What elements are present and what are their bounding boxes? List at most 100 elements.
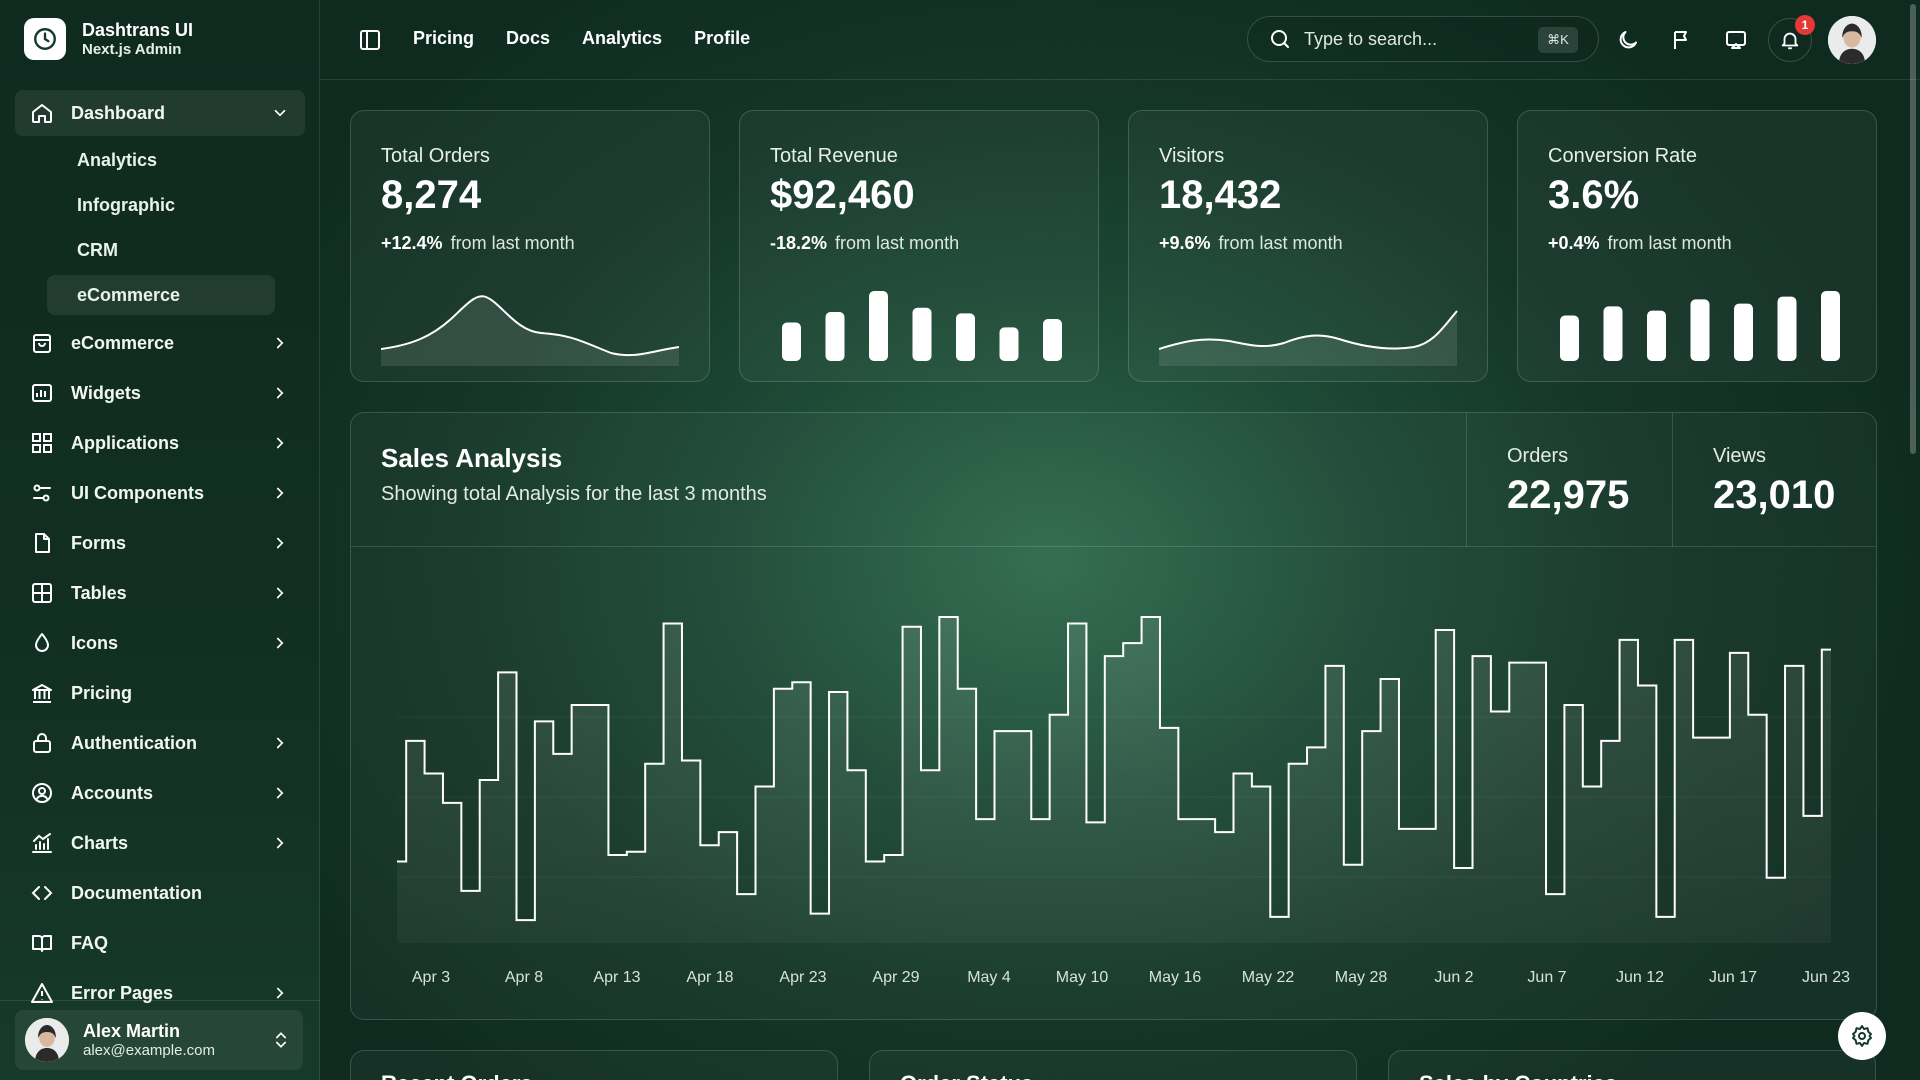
brand-subtitle: Next.js Admin <box>82 41 182 58</box>
sidebar-subitem-crm[interactable]: CRM <box>77 239 118 260</box>
x-tick-label: Apr 13 <box>593 969 640 986</box>
top-link-analytics[interactable]: Analytics <box>582 28 663 48</box>
sidebar-subitem-analytics[interactable]: Analytics <box>77 149 158 170</box>
code-icon <box>29 880 55 906</box>
sidebar-toggle-icon[interactable] <box>358 28 382 52</box>
search-shortcut: ⌘K <box>1538 27 1578 53</box>
user-circle-icon <box>29 780 55 806</box>
sidebar-item-label: Authentication <box>71 732 197 753</box>
x-tick-label: Jun 23 <box>1802 969 1850 986</box>
chart-icon <box>29 830 55 856</box>
stat-delta: +9.6% from last month <box>1159 233 1343 254</box>
bar <box>1043 319 1062 361</box>
sidebar-item-label: Charts <box>71 832 129 853</box>
stat-area-chart <box>1159 310 1458 366</box>
scrollbar-thumb[interactable] <box>1910 4 1916 454</box>
brand[interactable]: Dashtrans UI Next.js Admin <box>24 18 193 60</box>
stat-value: 3.6% <box>1548 173 1640 217</box>
sidebar-item-label: Pricing <box>71 682 133 703</box>
stat-card-conversion-rate: Conversion Rate 3.6% +0.4% from last mont… <box>1517 110 1877 382</box>
bar <box>1821 291 1840 361</box>
sidebar-item-ui-components[interactable]: UI Components <box>15 470 305 516</box>
settings-button[interactable] <box>1838 1012 1886 1060</box>
chevron-right-icon <box>276 487 284 499</box>
bank-icon <box>29 680 55 706</box>
x-tick-label: Apr 18 <box>686 969 733 986</box>
x-tick-label: Jun 17 <box>1709 969 1757 986</box>
stat-label: Visitors <box>1159 145 1225 167</box>
sidebar-item-widgets[interactable]: Widgets <box>15 370 305 416</box>
x-tick-label: May 28 <box>1335 969 1388 986</box>
sidebar-item-ecommerce[interactable]: eCommerce <box>15 320 305 366</box>
bar <box>1777 296 1797 361</box>
bar <box>825 312 845 361</box>
chevron-right-icon <box>276 337 284 349</box>
stat-delta-value: +12.4% <box>381 233 443 253</box>
sidebar-item-forms[interactable]: Forms <box>15 520 305 566</box>
sidebar-item-label: Applications <box>71 432 180 453</box>
x-tick-label: May 4 <box>967 969 1011 986</box>
sidebar-item-pricing[interactable]: Pricing <box>15 670 305 716</box>
bar <box>1603 306 1623 361</box>
cast-icon[interactable] <box>1720 24 1752 56</box>
sidebar-item-dashboard[interactable]: Dashboard <box>15 90 305 136</box>
orders-metric[interactable]: Orders 22,975 <box>1466 413 1672 547</box>
droplet-icon <box>29 630 55 656</box>
bell-icon <box>1781 32 1799 50</box>
bar <box>999 327 1019 361</box>
user-name: Alex Martin <box>83 1021 181 1041</box>
x-tick-label: Apr 8 <box>505 969 543 986</box>
sidebar-item-tables[interactable]: Tables <box>15 570 305 616</box>
grid-icon <box>29 430 55 456</box>
views-value: 23,010 <box>1713 473 1836 517</box>
sidebar-item-authentication[interactable]: Authentication <box>15 720 305 766</box>
search-input[interactable] <box>1304 28 1544 50</box>
views-metric[interactable]: Views 23,010 <box>1672 413 1876 547</box>
sidebar-item-icons[interactable]: Icons <box>15 620 305 666</box>
user-email: alex@example.com <box>83 1042 215 1059</box>
stat-bar-chart <box>782 291 1062 361</box>
notifications-button[interactable]: 1 <box>1768 15 1815 62</box>
x-tick-label: Jun 12 <box>1616 969 1664 986</box>
sidebar-item-label: Dashboard <box>71 102 166 123</box>
top-nav: Pricing Docs Analytics Profile <box>413 28 750 49</box>
sidebar-subitem-ecommerce[interactable]: eCommerce <box>47 275 275 315</box>
chevron-right-icon <box>276 837 284 849</box>
stat-delta-value: +9.6% <box>1159 233 1211 253</box>
stat-card-visitors: Visitors 18,432 +9.6% from last month <box>1128 110 1488 382</box>
page-scrollbar[interactable] <box>1908 0 1918 460</box>
stat-delta-note: from last month <box>1607 233 1732 253</box>
stat-delta-value: +0.4% <box>1548 233 1600 253</box>
table-icon <box>29 580 55 606</box>
brand-title: Dashtrans UI <box>82 20 194 40</box>
top-link-pricing[interactable]: Pricing <box>413 28 475 48</box>
top-link-profile[interactable]: Profile <box>694 28 751 48</box>
theme-toggle-icon[interactable] <box>1612 24 1644 56</box>
sidebar-item-accounts[interactable]: Accounts <box>15 770 305 816</box>
recent-orders-card: Recent Orders <box>350 1050 838 1080</box>
sidebar: Dashtrans UI Next.js Admin Dashboard Ana… <box>0 0 320 1080</box>
stat-delta-note: from last month <box>835 233 960 253</box>
flag-icon[interactable] <box>1666 24 1698 56</box>
sidebar-item-documentation[interactable]: Documentation <box>15 870 305 916</box>
stat-label: Total Orders <box>381 145 490 167</box>
sidebar-item-applications[interactable]: Applications <box>15 420 305 466</box>
sales-header: Sales Analysis Showing total Analysis fo… <box>351 413 1876 547</box>
avatar[interactable] <box>1828 16 1876 64</box>
search-box[interactable]: ⌘K <box>1247 16 1599 62</box>
sidebar-item-charts[interactable]: Charts <box>15 820 305 866</box>
chevron-right-icon <box>276 437 284 449</box>
sidebar-item-error-pages[interactable]: Error Pages <box>15 970 305 1016</box>
top-link-docs[interactable]: Docs <box>506 28 551 48</box>
user-menu[interactable]: Alex Martin alex@example.com <box>15 1010 303 1070</box>
order-status-card: Order Status <box>869 1050 1357 1080</box>
chevrons-up-down-icon <box>276 1032 286 1048</box>
stat-delta: +0.4% from last month <box>1548 233 1732 254</box>
chevron-right-icon <box>276 537 284 549</box>
sidebar-item-faq[interactable]: FAQ <box>15 920 305 966</box>
orders-label: Orders <box>1507 445 1569 467</box>
sidebar-item-label: Error Pages <box>71 982 174 1003</box>
stat-card-total-orders: Total Orders 8,274 +12.4% from last month <box>350 110 710 382</box>
sidebar-subitem-infographic[interactable]: Infographic <box>77 194 175 215</box>
bar <box>782 322 801 361</box>
